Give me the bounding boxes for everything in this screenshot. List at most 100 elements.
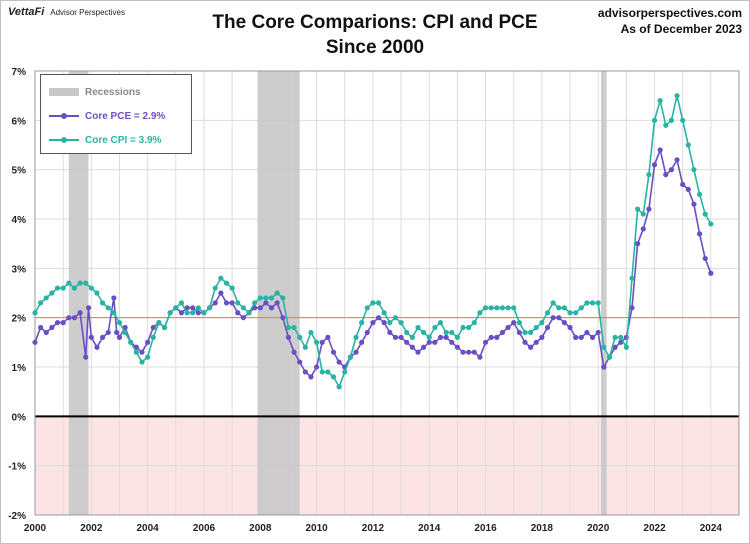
core-cpi-point (145, 354, 151, 360)
core-pce-point (218, 290, 224, 296)
core-cpi-point (342, 369, 348, 375)
core-cpi-point (178, 300, 185, 306)
core-cpi-point (415, 324, 421, 331)
core-pce-point (635, 241, 641, 247)
as-of-date: As of December 2023 (620, 22, 742, 36)
core-pce-point (235, 310, 241, 316)
core-cpi-point (190, 310, 196, 316)
x-tick-label: 2024 (700, 523, 723, 534)
core-cpi-point (308, 329, 314, 336)
core-cpi-point (66, 280, 72, 286)
x-tick-label: 2014 (418, 523, 441, 534)
core-cpi-point (212, 285, 218, 291)
x-tick-label: 2016 (474, 523, 497, 534)
core-pce-point (85, 305, 92, 311)
x-tick-label: 2022 (643, 523, 666, 534)
core-pce-point (651, 162, 658, 168)
core-cpi-point (285, 324, 292, 331)
recession-band (601, 71, 607, 515)
chart-title-line1: The Core Comparions: CPI and PCE (212, 12, 538, 33)
core-pce-point (404, 339, 410, 345)
core-cpi-point (139, 359, 145, 365)
core-pce-point (680, 181, 686, 188)
core-cpi-point (257, 295, 263, 301)
core-cpi-point (663, 122, 669, 128)
legend-item-pce: Core PCE = 2.9% (49, 109, 165, 123)
y-tick-label: 6% (12, 116, 27, 127)
core-pce-point (359, 339, 365, 345)
core-cpi-point (674, 93, 680, 99)
core-pce-point (370, 320, 376, 326)
core-pce-point (437, 334, 444, 340)
pce-line-icon (49, 113, 79, 119)
core-cpi-point (32, 310, 38, 316)
core-pce-point (409, 344, 415, 350)
core-pce-point (646, 206, 652, 212)
source-info: advisorperspectives.com As of December 2… (598, 5, 742, 37)
core-cpi-point (381, 310, 387, 316)
y-tick-label: 7% (12, 67, 27, 78)
core-pce-point (99, 334, 106, 340)
core-cpi-point (218, 275, 224, 281)
core-cpi-point (274, 290, 280, 296)
core-cpi-point (223, 280, 230, 286)
core-cpi-point (550, 300, 556, 306)
core-pce-point (43, 329, 49, 336)
core-cpi-point (646, 172, 652, 178)
y-tick-label: 1% (12, 363, 27, 374)
core-cpi-point (680, 117, 686, 123)
core-pce-point (460, 349, 466, 355)
core-pce-point (528, 344, 534, 350)
core-pce-point (49, 324, 55, 331)
core-cpi-point (696, 191, 703, 197)
core-pce-point (353, 349, 359, 355)
core-cpi-point (708, 221, 714, 227)
core-cpi-point (54, 285, 61, 291)
x-tick-label: 2020 (587, 523, 610, 534)
core-cpi-point (460, 324, 466, 331)
core-pce-point (240, 315, 246, 321)
core-pce-point (325, 334, 331, 340)
core-pce-point (387, 329, 393, 336)
core-cpi-point (133, 349, 139, 355)
core-pce-point (139, 349, 145, 355)
core-pce-point (229, 300, 235, 306)
core-cpi-point (240, 305, 246, 311)
core-pce-point (426, 339, 432, 345)
core-cpi-point (161, 324, 168, 331)
x-tick-label: 2004 (137, 523, 160, 534)
core-cpi-point (77, 280, 83, 286)
recession-band (68, 71, 89, 515)
y-tick-label: -1% (8, 462, 26, 473)
core-pce-point (578, 334, 584, 340)
core-pce-point (302, 369, 308, 375)
core-pce-point (105, 329, 111, 336)
core-cpi-point (122, 329, 128, 336)
core-cpi-point (409, 334, 415, 340)
core-pce-point (319, 339, 325, 345)
core-pce-point (268, 305, 275, 311)
x-tick-label: 2018 (531, 523, 554, 534)
core-pce-point (145, 339, 151, 345)
core-cpi-point (466, 324, 472, 331)
core-pce-point (663, 172, 669, 178)
core-cpi-point (268, 295, 275, 301)
core-cpi-point (544, 310, 551, 316)
core-pce-point (449, 339, 455, 345)
core-cpi-point (528, 329, 534, 336)
core-cpi-point (347, 354, 353, 360)
core-cpi-point (573, 310, 579, 316)
core-pce-point (550, 315, 556, 321)
y-tick-label: 3% (12, 264, 27, 275)
core-pce-point (66, 315, 72, 321)
source-site: advisorperspectives.com (597, 6, 742, 20)
core-cpi-point (516, 320, 522, 326)
core-cpi-point (43, 295, 49, 301)
core-pce-point (561, 320, 568, 326)
core-cpi-point (702, 211, 708, 217)
core-pce-point (212, 300, 218, 306)
core-cpi-point (60, 285, 66, 291)
core-pce-point (544, 324, 551, 331)
core-cpi-point (651, 117, 658, 123)
